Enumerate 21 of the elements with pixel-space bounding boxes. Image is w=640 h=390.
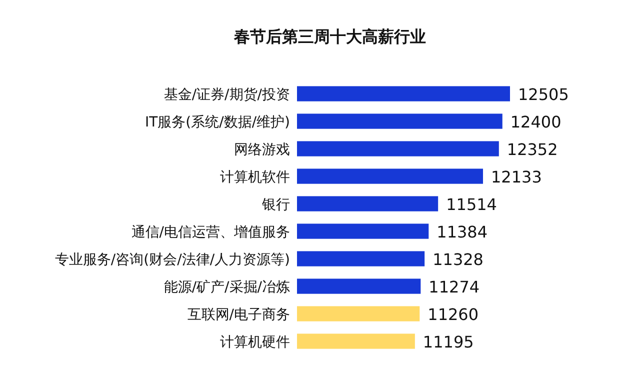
data-label: 11195 bbox=[422, 332, 474, 352]
y-tick-label: 通信/电信运营、增值服务 bbox=[131, 224, 290, 240]
y-tick-label: 银行 bbox=[261, 196, 290, 213]
data-label: 12400 bbox=[510, 112, 562, 132]
y-tick-label: 计算机软件 bbox=[220, 169, 290, 186]
data-label: 11274 bbox=[428, 277, 480, 296]
y-tick-label: IT服务(系统/数据/维护) bbox=[144, 114, 290, 130]
data-label: 12352 bbox=[506, 140, 558, 159]
data-label: 11514 bbox=[446, 194, 497, 214]
data-label: 12133 bbox=[491, 167, 542, 186]
y-tick-label: 专业服务/咨询(财会/法律/人力资源等) bbox=[54, 252, 290, 268]
chart-title: 春节后第三周十大高薪行业 bbox=[233, 27, 426, 46]
data-label: 11260 bbox=[428, 304, 479, 324]
y-tick-label: 基金/证券/期货/投资 bbox=[164, 86, 290, 103]
y-tick-label: 互联网/电子商务 bbox=[187, 306, 290, 323]
y-tick-label: 计算机硬件 bbox=[220, 334, 290, 350]
data-label: 12505 bbox=[518, 84, 569, 104]
y-tick-label: 能源/矿产/采掘/冶炼 bbox=[164, 279, 290, 296]
y-tick-label: 网络游戏 bbox=[234, 142, 290, 158]
data-label: 11328 bbox=[432, 250, 484, 269]
data-label: 11384 bbox=[436, 222, 488, 242]
